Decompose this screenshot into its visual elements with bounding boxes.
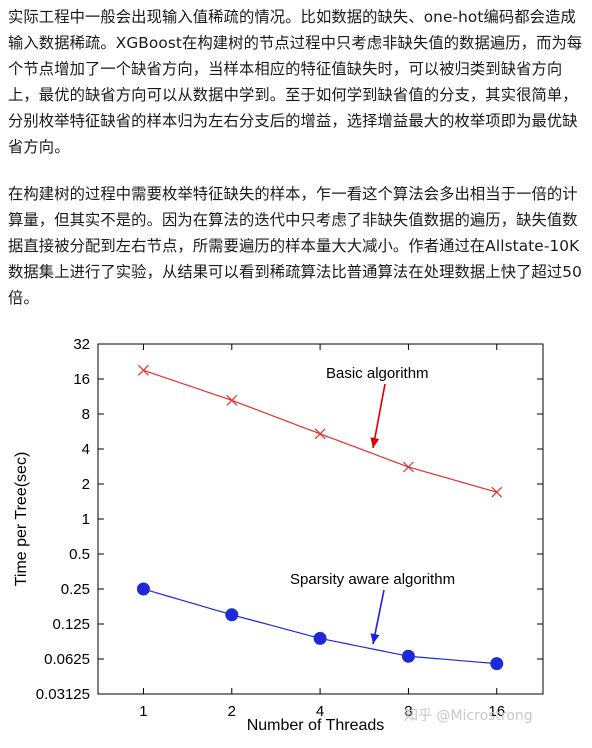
y-tick-label: 0.0625 xyxy=(44,651,90,668)
x-axis-title: Number of Threads xyxy=(247,717,385,734)
y-axis-ticks: 0.03125 0.0625 0.125 0.25 0.5 1 2 4 8 16 32 xyxy=(36,336,543,703)
figure-sparsity-chart: 0.03125 0.0625 0.125 0.25 0.5 1 2 4 8 16 32 1 2 4 8 16… xyxy=(0,322,592,748)
x-axis-ticks: 1 2 4 8 16 xyxy=(139,344,505,720)
marker-stroke xyxy=(403,461,414,473)
y-axis-title: Time per Tree(sec) xyxy=(13,452,30,587)
annotation-sparsity-aware-algorithm: Sparsity aware algorithm xyxy=(290,571,455,588)
y-tick-label: 0.03125 xyxy=(36,686,90,703)
watermark-text: 知乎 @Microstrong xyxy=(404,707,533,724)
y-tick-label: 0.25 xyxy=(61,581,90,598)
y-tick-label: 0.5 xyxy=(69,546,90,563)
series-sparsity-aware-algorithm xyxy=(136,582,504,671)
data-point-circle-marker xyxy=(401,649,415,663)
arrow-head xyxy=(370,633,380,644)
marker-stroke xyxy=(491,486,503,498)
chart-svg: 0.03125 0.0625 0.125 0.25 0.5 1 2 4 8 16 32 1 2 4 8 16… xyxy=(13,336,544,734)
x-tick-label: 4 xyxy=(316,703,324,720)
marker-stroke xyxy=(226,394,238,406)
annotation-basic-algorithm: Basic algorithm xyxy=(326,365,429,382)
y-tick-label: 8 xyxy=(82,406,90,423)
paragraph-sparsity-intro: 实际工程中一般会出现输入值稀疏的情况。比如数据的缺失、one-hot编码都会造成… xyxy=(8,8,583,156)
arrow-head xyxy=(370,437,380,448)
x-tick-label: 1 xyxy=(139,703,147,720)
data-point-circle-marker xyxy=(313,631,327,645)
data-point-circle-marker xyxy=(225,608,239,622)
series-line xyxy=(143,588,497,665)
y-tick-label: 32 xyxy=(73,336,90,353)
y-tick-label: 4 xyxy=(82,441,90,458)
paragraph-sparsity-experiment: 在构建树的过程中需要枚举特征缺失的样本，乍一看这个算法会多出相当于一倍的计算量，… xyxy=(8,185,582,307)
marker-stroke xyxy=(314,428,326,440)
arrow-basic-algorithm xyxy=(370,383,386,449)
arrow-sparsity-aware-algorithm xyxy=(370,589,385,645)
series-layer xyxy=(136,364,504,671)
x-tick-label: 8 xyxy=(404,703,412,720)
data-point-x-marker xyxy=(226,394,238,406)
y-tick-label: 16 xyxy=(73,371,90,388)
annotation-layer: Basic algorithm Sparsity aware algorithm xyxy=(290,365,455,645)
series-line xyxy=(143,369,497,493)
data-point-circle-marker xyxy=(136,582,150,596)
x-tick-label: 2 xyxy=(228,703,236,720)
data-point-x-marker xyxy=(314,428,326,440)
y-tick-label: 1 xyxy=(82,511,90,528)
data-point-circle-marker xyxy=(490,657,504,671)
article-body: 实际工程中一般会出现输入值稀疏的情况。比如数据的缺失、one-hot编码都会造成… xyxy=(8,4,586,311)
x-tick-label: 16 xyxy=(488,703,505,720)
data-point-x-marker xyxy=(403,461,414,473)
arrow-shaft xyxy=(372,383,386,449)
data-point-x-marker xyxy=(138,364,149,376)
y-tick-label: 0.125 xyxy=(52,616,90,633)
series-basic-algorithm xyxy=(138,364,503,498)
marker-stroke xyxy=(138,364,149,376)
data-point-x-marker xyxy=(491,486,503,498)
y-tick-label: 2 xyxy=(82,476,90,493)
